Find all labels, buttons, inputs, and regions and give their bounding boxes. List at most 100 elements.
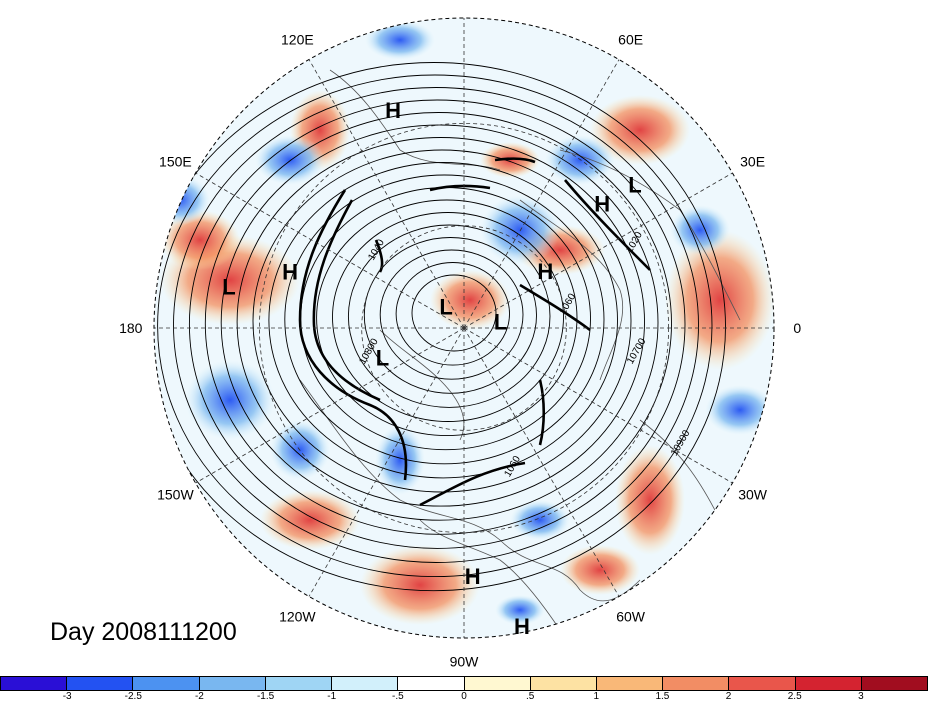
lon-label-0: 90E — [452, 0, 477, 3]
anomaly-red-2 — [360, 545, 480, 625]
contour-8 — [284, 174, 605, 465]
polar-map: 90E 60E 30E 0 30W 60W 90W 120W 150W 180 150E 120E H… — [119, 0, 801, 669]
colorbar-tick-7: .5 — [525, 691, 535, 702]
pressure-center-low-6: L — [439, 295, 452, 320]
contour-13 — [204, 112, 672, 535]
pressure-center-high-0: H — [385, 98, 401, 123]
colorbar: -3 -2.5 -2 -1.5 -1 -.5 0 .5 1 1.5 2 2.5 3 — [0, 676, 928, 702]
colorbar-cell-13 — [861, 677, 928, 690]
lon-label-2: 30E — [740, 153, 765, 169]
colorbar-tick-8: 1 — [593, 691, 600, 702]
colorbar-cell-8 — [530, 677, 597, 690]
graticule — [154, 18, 774, 638]
contour-15 — [173, 87, 699, 563]
anomaly-blue-23 — [154, 175, 210, 225]
colorbar-tick-3: -1.5 — [256, 691, 275, 702]
meridian-60 — [463, 59, 620, 329]
colorbar-tick-12: 3 — [858, 691, 864, 702]
lon-label-10: 150E — [159, 153, 192, 169]
colorbar-tick-10: 2 — [725, 691, 732, 702]
pressure-center-low-7: L — [494, 310, 507, 335]
pressure-center-low-4: L — [222, 275, 235, 300]
pressure-center-high-9: H — [465, 564, 481, 589]
contour-17 — [154, 62, 726, 592]
lon-label-4: 30W — [738, 487, 768, 503]
latitude-circle-0 — [361, 225, 567, 431]
colorbar-cell-0 — [1, 677, 68, 690]
anomaly-blue-18 — [375, 425, 425, 495]
pressure-center-high-10: H — [514, 614, 530, 639]
anomaly-blue-13 — [185, 360, 275, 440]
meridian-240 — [308, 327, 465, 597]
contour-14 — [188, 99, 686, 549]
lon-label-9: 180 — [119, 320, 143, 336]
jet-contours — [298, 157, 651, 507]
colorbar-cell-12 — [795, 677, 862, 690]
colorbar-tick-4: -1 — [327, 691, 337, 702]
pressure-center-low-1: L — [628, 173, 641, 198]
anomaly-blue-21 — [510, 500, 570, 540]
contour-9 — [268, 162, 618, 479]
colorbar-cell-4 — [265, 677, 333, 690]
colorbar-tick-0: -3 — [62, 691, 72, 702]
colorbar-cell-6 — [398, 677, 465, 690]
colorbar-tick-11: 2.5 — [787, 691, 802, 702]
colorbar-labels: -3 -2.5 -2 -1.5 -1 -.5 0 .5 1 1.5 2 2.5 3 — [0, 691, 928, 704]
colorbar-cell-10 — [663, 677, 730, 690]
lon-label-11: 120E — [281, 31, 314, 47]
anomaly-blue-14 — [365, 20, 435, 60]
colorbar-tick-1: -2.5 — [124, 691, 142, 702]
meridian-150 — [195, 172, 465, 329]
colorbar-cell-3 — [199, 677, 266, 690]
height-contours — [154, 62, 726, 592]
meridian-210 — [195, 327, 465, 484]
lon-label-5: 60W — [616, 609, 646, 625]
anomaly-red-3 — [615, 445, 685, 555]
colorbar-tick-5: -.5 — [392, 691, 404, 702]
lon-label-1: 60E — [618, 31, 643, 47]
lon-label-7: 120W — [279, 609, 316, 625]
pressure-center-low-8: L — [376, 346, 389, 371]
anomaly-blue-12 — [255, 135, 325, 185]
colorbar-cell-11 — [729, 677, 796, 690]
pressure-center-high-2: H — [594, 192, 610, 217]
meridian-120 — [308, 59, 465, 329]
contour-10 — [252, 149, 632, 493]
contour-3 — [363, 237, 537, 394]
contour-0 — [411, 274, 497, 352]
contour-2 — [379, 249, 524, 380]
pressure-center-high-3: H — [537, 259, 553, 284]
colorbar-tick-2: -2 — [194, 691, 204, 702]
colorbar-cells — [0, 676, 928, 691]
anomaly-red-5 — [590, 95, 690, 165]
anomaly-blue-15 — [705, 385, 774, 435]
contour-16 — [157, 74, 713, 578]
anomaly-blue-16 — [670, 205, 730, 255]
longitude-labels: 90E 60E 30E 0 30W 60W 90W 120W 150W 180 150E 120E — [119, 0, 801, 669]
contour-11 — [236, 137, 645, 507]
colorbar-tick-6: 0 — [461, 691, 467, 702]
pressure-center-high-5: H — [282, 259, 298, 284]
lon-label-6: 90W — [450, 653, 480, 669]
anomaly-blue-19 — [480, 195, 560, 265]
anomaly-red-11 — [430, 270, 510, 330]
lon-label-3: 0 — [793, 320, 801, 336]
anomaly-red-4 — [665, 230, 774, 370]
contour-6 — [316, 199, 578, 437]
contour-5 — [332, 212, 564, 422]
colorbar-tick-9: 1.5 — [655, 691, 670, 702]
contour-4 — [347, 224, 551, 408]
meridian-30 — [463, 172, 733, 329]
colorbar-cell-2 — [133, 677, 200, 690]
colorbar-cell-9 — [596, 677, 664, 690]
lon-label-8: 150W — [157, 487, 194, 503]
date-label: Day 2008111200 — [50, 618, 237, 646]
anomaly-red-8 — [160, 210, 240, 270]
colorbar-cell-7 — [464, 677, 531, 690]
anomaly-blue-22 — [495, 595, 545, 625]
meridian-300 — [463, 327, 620, 597]
anomaly-red-1 — [260, 490, 360, 550]
colorbar-cell-1 — [67, 677, 134, 690]
colorbar-cell-5 — [332, 677, 399, 690]
